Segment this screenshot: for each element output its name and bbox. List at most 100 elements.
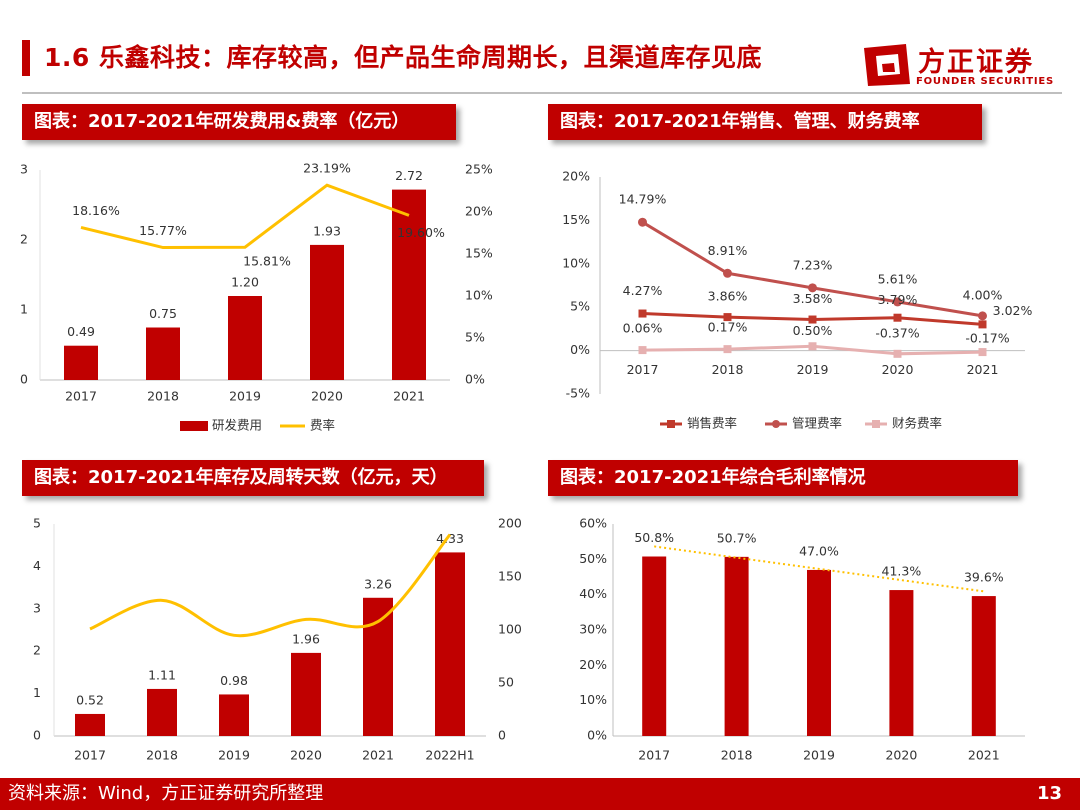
marker-point bbox=[893, 313, 902, 322]
x-tick-label: 2020 bbox=[311, 389, 343, 404]
x-tick-label: 2021 bbox=[362, 748, 394, 763]
source-note: 资料来源：Wind，方正证券研究所整理 bbox=[8, 783, 324, 804]
bar-data-label: 2.72 bbox=[395, 168, 423, 183]
y-tick-label: 1 bbox=[33, 685, 41, 700]
title-accent-bar bbox=[22, 40, 30, 76]
bar-data-label: 41.3% bbox=[882, 564, 922, 579]
bar-rd-2018 bbox=[146, 327, 180, 380]
bar-data-label: 39.6% bbox=[964, 570, 1004, 585]
bar-margin-2017 bbox=[642, 556, 667, 736]
legend-label: 财务费率 bbox=[892, 416, 942, 431]
x-tick-label: 2019 bbox=[218, 748, 250, 763]
line-data-label: 3.86% bbox=[708, 289, 748, 304]
marker-point bbox=[978, 348, 987, 357]
y-tick-label: 30% bbox=[579, 622, 607, 637]
bar-margin-2020 bbox=[889, 590, 914, 736]
x-tick-label: 2019 bbox=[797, 362, 829, 377]
bar-inventory-2020 bbox=[291, 652, 321, 736]
line-data-label: 3.02% bbox=[993, 303, 1033, 318]
bar-margin-2019 bbox=[807, 569, 831, 736]
line-turnover-days bbox=[89, 533, 452, 638]
line-rate bbox=[80, 183, 410, 250]
line-data-label: 15.81% bbox=[243, 254, 291, 269]
bar-margin-2021 bbox=[971, 596, 996, 736]
x-tick-label: 2017 bbox=[627, 362, 659, 377]
line-data-label: 7.23% bbox=[793, 257, 833, 272]
bar-data-label: 4.33 bbox=[436, 531, 464, 546]
chart-gross-margin: 0% 10% 20% 30% 40% 50% 60% 50.8% 2017 50.7% 2018 47… bbox=[579, 516, 1025, 763]
y2-tick-label: 5% bbox=[465, 330, 485, 345]
marker-point bbox=[638, 346, 647, 355]
bar-rd-2020 bbox=[310, 244, 344, 380]
panel-title-expense-ratio: 图表：2017-2021年销售、管理、财务费率 bbox=[548, 104, 982, 140]
bar-data-label: 3.26 bbox=[364, 576, 392, 591]
y-tick-label: 0 bbox=[20, 372, 28, 387]
x-tick-label: 2018 bbox=[146, 748, 178, 763]
y-tick-label: 3 bbox=[33, 600, 41, 615]
bar-rd-2019 bbox=[228, 296, 262, 380]
x-tick-label: 2017 bbox=[74, 748, 106, 763]
page-title: 1.6 乐鑫科技：库存较高，但产品生命周期长，且渠道库存见底 bbox=[44, 43, 762, 72]
bar-inventory-2017 bbox=[75, 713, 105, 736]
bar-data-label: 47.0% bbox=[799, 543, 839, 558]
bar-data-label: 0.75 bbox=[149, 306, 177, 321]
bar-data-label: 0.52 bbox=[76, 692, 104, 707]
x-tick-label: 2017 bbox=[65, 389, 97, 404]
y-tick-label: 0% bbox=[587, 728, 607, 743]
bar-data-label: 50.8% bbox=[634, 530, 674, 545]
trend-line bbox=[654, 545, 984, 593]
y2-tick-label: 200 bbox=[498, 516, 522, 531]
marker-point bbox=[723, 345, 732, 354]
y2-tick-label: 20% bbox=[465, 204, 493, 219]
bar-data-label: 1.11 bbox=[148, 667, 176, 682]
line-data-label: 19.60% bbox=[397, 225, 445, 240]
y-tick-label: 20% bbox=[562, 169, 590, 184]
line-data-label: 0.17% bbox=[708, 320, 748, 335]
bar-data-label: 1.96 bbox=[292, 631, 320, 646]
marker-point bbox=[893, 297, 902, 307]
page-number: 13 bbox=[1036, 783, 1062, 804]
y-tick-label: 5 bbox=[33, 516, 41, 531]
legend-marker bbox=[667, 420, 675, 428]
line-data-label: 4.27% bbox=[623, 283, 663, 298]
legend-marker bbox=[872, 420, 880, 428]
x-tick-label: 2020 bbox=[885, 748, 917, 763]
line-data-label: 5.61% bbox=[878, 271, 918, 286]
footer-bar: 资料来源：Wind，方正证券研究所整理 13 bbox=[0, 778, 1080, 810]
marker-point bbox=[978, 320, 987, 329]
x-tick-label: 2022H1 bbox=[425, 748, 474, 763]
marker-point bbox=[638, 309, 647, 318]
y2-tick-label: 10% bbox=[465, 288, 493, 303]
title-divider bbox=[22, 92, 1062, 94]
y-tick-label: 2 bbox=[20, 232, 28, 247]
legend-swatch-bar bbox=[180, 421, 208, 431]
y-tick-label: 3 bbox=[20, 162, 28, 177]
marker-point bbox=[723, 313, 732, 322]
bar-data-label: 0.49 bbox=[67, 324, 95, 339]
chart-rd-expense: 0 1 2 3 0% 5% 10% 15% 20% 25% 0.49 2017 0.75 2018 1.20… bbox=[20, 161, 493, 433]
bar-inventory-2021 bbox=[363, 597, 393, 736]
x-tick-label: 2020 bbox=[290, 748, 322, 763]
marker-point bbox=[638, 217, 647, 227]
bar-data-label: 50.7% bbox=[717, 530, 757, 545]
y-tick-label: 1 bbox=[20, 302, 28, 317]
line-data-label: 0.06% bbox=[623, 321, 663, 336]
y2-tick-label: 100 bbox=[498, 622, 522, 637]
line-data-label: 18.16% bbox=[72, 203, 120, 218]
y-tick-label: 60% bbox=[579, 516, 607, 531]
panel-title-inventory: 图表：2017-2021年库存及周转天数（亿元，天） bbox=[22, 460, 484, 496]
y-tick-label: 0% bbox=[570, 342, 590, 357]
x-tick-label: 2018 bbox=[147, 389, 179, 404]
y-tick-label: 10% bbox=[562, 255, 590, 270]
legend-label: 销售费率 bbox=[687, 416, 737, 431]
line-data-label: 0.50% bbox=[793, 323, 833, 338]
logo-text-cn: 方正证券 bbox=[918, 47, 1034, 78]
panel-title-gross-margin: 图表：2017-2021年综合毛利率情况 bbox=[548, 460, 1018, 496]
x-tick-label: 2019 bbox=[803, 748, 835, 763]
bar-inventory-2018 bbox=[147, 688, 177, 736]
x-tick-label: 2021 bbox=[968, 748, 1000, 763]
y-tick-label: 4 bbox=[33, 558, 41, 573]
x-tick-label: 2017 bbox=[638, 748, 670, 763]
line-data-label: 23.19% bbox=[303, 161, 351, 176]
line-data-label: -0.37% bbox=[875, 325, 919, 340]
